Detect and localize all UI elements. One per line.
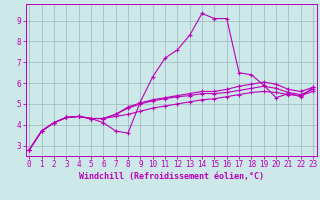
X-axis label: Windchill (Refroidissement éolien,°C): Windchill (Refroidissement éolien,°C) (79, 172, 264, 181)
